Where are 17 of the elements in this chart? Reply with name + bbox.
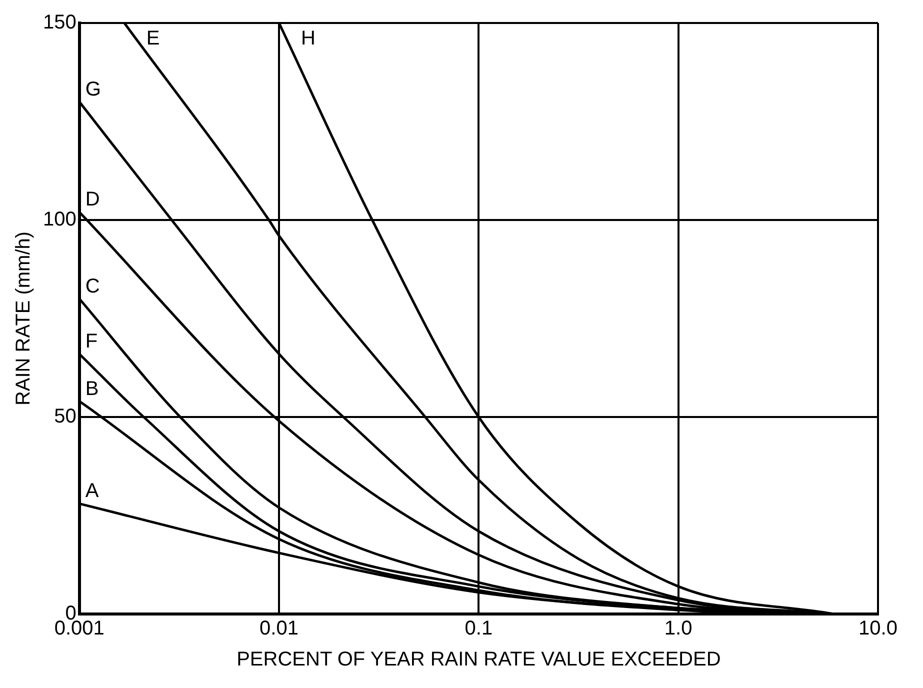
series-label: B — [85, 378, 99, 400]
series-label: G — [85, 78, 101, 100]
x-tick-label: 0.01 — [260, 618, 298, 640]
series-label: D — [85, 188, 100, 211]
y-tick-label: 150 — [42, 12, 76, 34]
x-tick-label: 10.0 — [858, 618, 898, 640]
series-label: A — [85, 480, 100, 502]
series-label: E — [146, 28, 160, 50]
series-label: C — [85, 275, 100, 298]
y-tick-label: 100 — [42, 208, 76, 231]
x-tick-label: 1.0 — [664, 618, 692, 640]
series-label: H — [301, 28, 316, 50]
x-tick-label: 0.1 — [464, 618, 493, 640]
y-tick-label: 50 — [54, 406, 76, 428]
series-label: F — [85, 330, 98, 352]
y-axis-title: RAIN RATE (mm/h) — [12, 231, 35, 406]
x-axis-title: PERCENT OF YEAR RAIN RATE VALUE EXCEEDED — [236, 648, 721, 671]
